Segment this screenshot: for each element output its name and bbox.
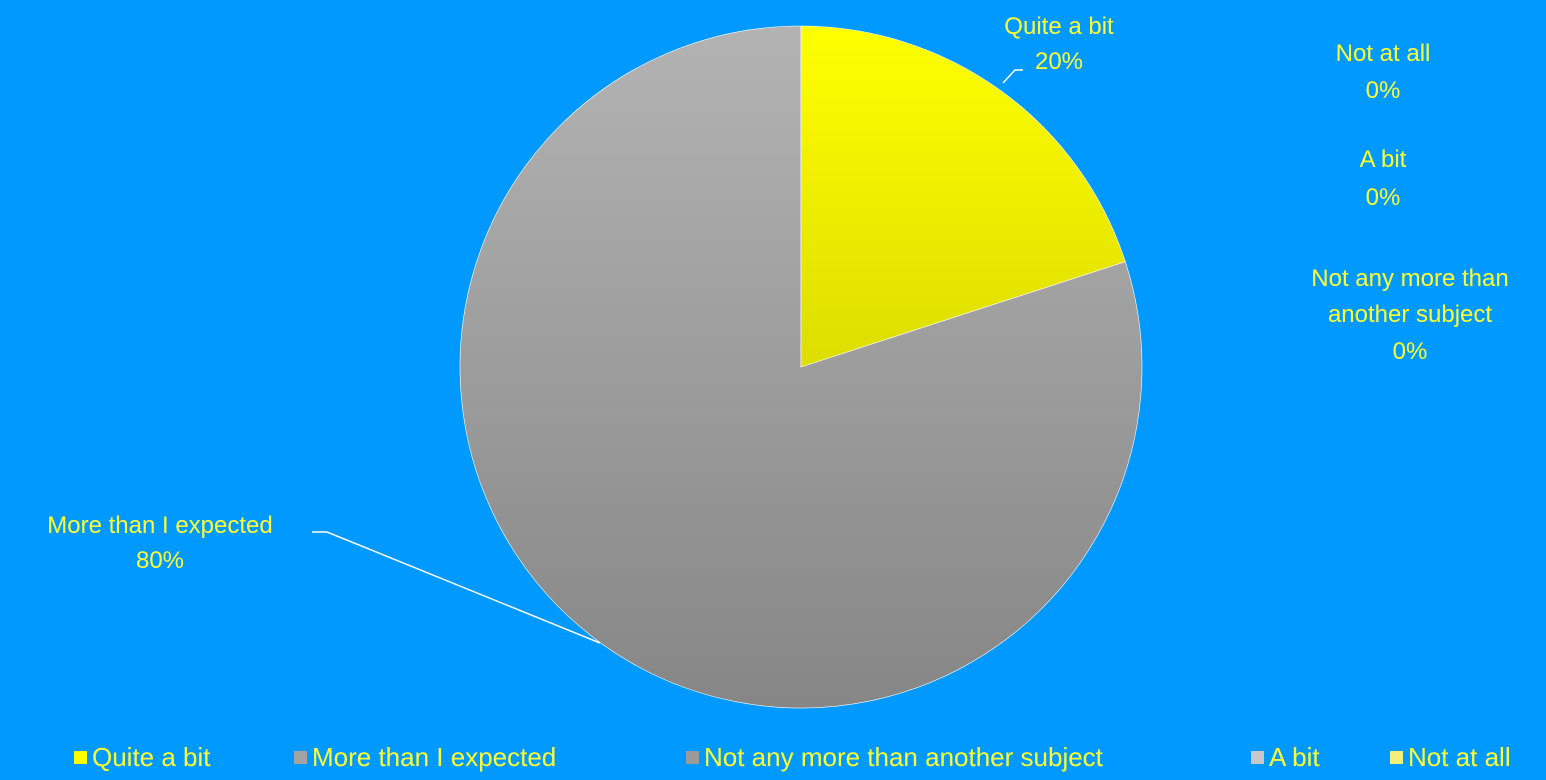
legend-item-not-at-all: Not at all bbox=[1390, 740, 1511, 774]
data-label-value-not-any-more-than-another-subject: 0% bbox=[1393, 338, 1428, 365]
legend-item-more-than-i-expected: More than I expected bbox=[294, 740, 556, 774]
legend-swatch-a-bit bbox=[1251, 751, 1264, 764]
legend-swatch-quite-a-bit bbox=[74, 751, 87, 764]
data-label-value-quite-a-bit: 20% bbox=[1035, 48, 1083, 75]
legend-label-not-at-all: Not at all bbox=[1408, 742, 1511, 773]
data-label-name-not-any-more-than-another-subject: Not any more than bbox=[1311, 265, 1508, 292]
data-label-name-not-any-more-than-another-subject-line2: another subject bbox=[1328, 301, 1492, 328]
legend-label-a-bit: A bit bbox=[1269, 742, 1320, 773]
legend-label-quite-a-bit: Quite a bit bbox=[92, 742, 211, 773]
legend-label-more-than-i-expected: More than I expected bbox=[312, 742, 556, 773]
data-label-name-not-at-all: Not at all bbox=[1336, 40, 1431, 67]
data-label-value-more-than-i-expected: 80% bbox=[136, 547, 184, 574]
pie-chart: Quite a bit 20% More than I expected 80%… bbox=[0, 0, 1546, 740]
legend-swatch-not-at-all bbox=[1390, 751, 1403, 764]
data-label-name-more-than-i-expected: More than I expected bbox=[47, 512, 272, 539]
data-label-value-a-bit: 0% bbox=[1366, 184, 1401, 211]
chart-legend: Quite a bit More than I expected Not any… bbox=[0, 740, 1546, 780]
leader-line-quite-a-bit bbox=[1003, 70, 1023, 83]
legend-swatch-not-any-more-than-another-subject bbox=[686, 751, 699, 764]
data-label-name-a-bit: A bit bbox=[1360, 146, 1407, 173]
data-label-value-not-at-all: 0% bbox=[1366, 77, 1401, 104]
data-label-name-quite-a-bit: Quite a bit bbox=[1004, 13, 1114, 40]
legend-item-not-any-more-than-another-subject: Not any more than another subject bbox=[686, 740, 1103, 774]
legend-label-not-any-more-than-another-subject: Not any more than another subject bbox=[704, 742, 1103, 773]
legend-item-a-bit: A bit bbox=[1251, 740, 1320, 774]
legend-swatch-more-than-i-expected bbox=[294, 751, 307, 764]
legend-item-quite-a-bit: Quite a bit bbox=[74, 740, 211, 774]
